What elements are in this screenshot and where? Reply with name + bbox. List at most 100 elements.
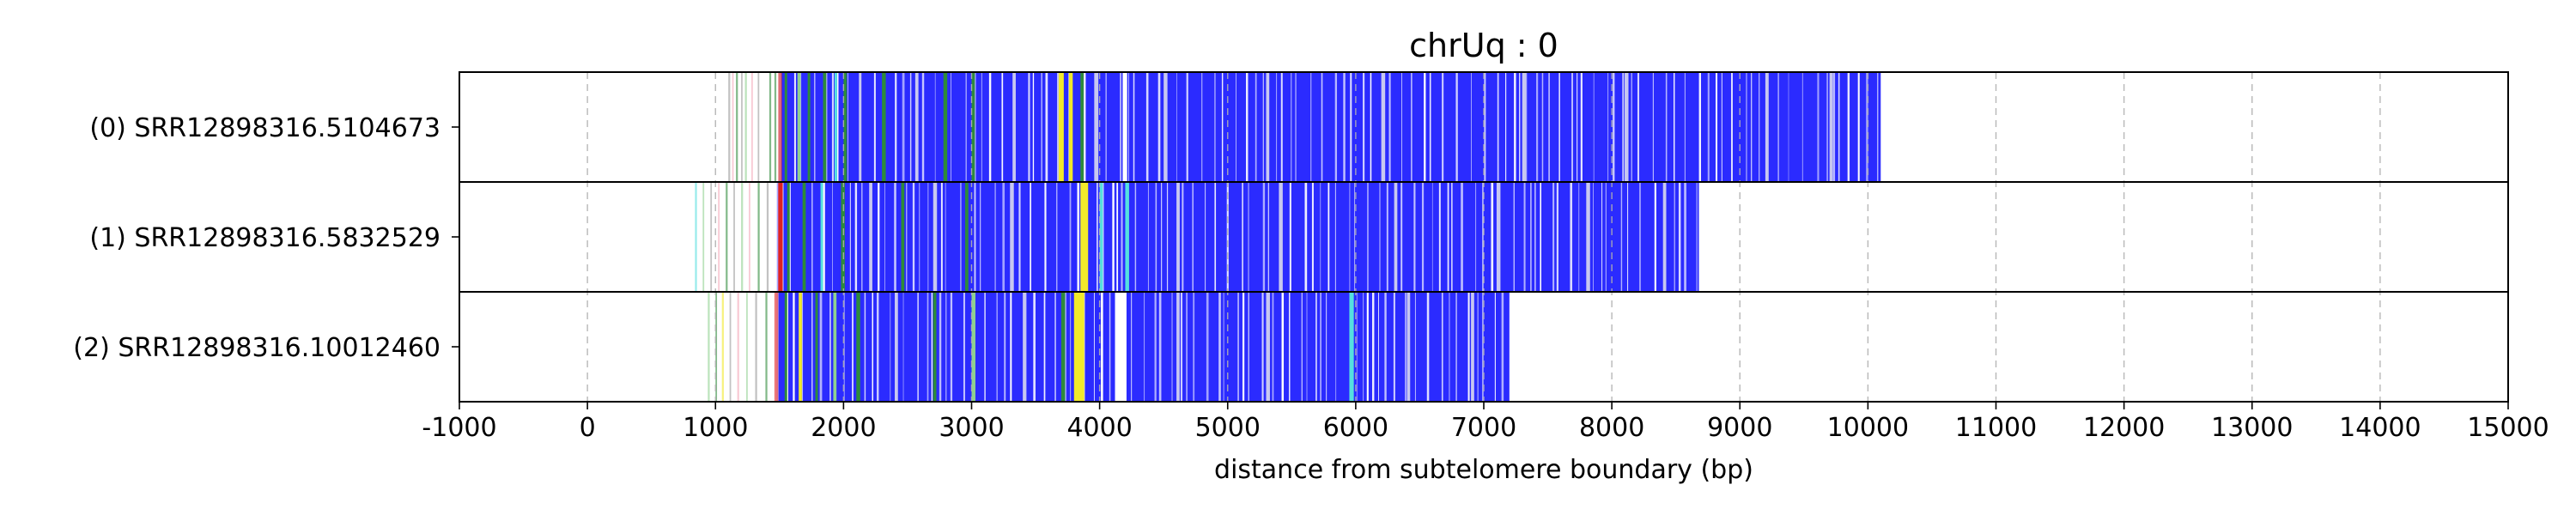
gap-stripe xyxy=(1674,182,1675,292)
gap-stripe xyxy=(1246,72,1249,182)
gap-stripe xyxy=(1627,182,1629,292)
gap-stripe xyxy=(1777,72,1779,182)
gap-stripe xyxy=(1155,182,1157,292)
gap-stripe xyxy=(1354,182,1356,292)
gap-stripe xyxy=(1605,182,1607,292)
gap-stripe xyxy=(996,292,998,402)
gap-stripe xyxy=(1413,182,1416,292)
gap-stripe xyxy=(811,292,813,402)
variant-segment xyxy=(751,72,753,182)
gap-stripe xyxy=(1366,292,1369,402)
variant-segment xyxy=(1471,292,1474,402)
variant-segment xyxy=(943,72,948,182)
telomere-repeat-block xyxy=(776,182,1699,292)
gap-stripe xyxy=(878,182,880,292)
variant-segment xyxy=(784,292,787,402)
gap-stripe xyxy=(1401,72,1402,182)
gap-stripe xyxy=(1637,72,1640,182)
gap-stripe xyxy=(912,182,915,292)
gap-stripe xyxy=(1356,292,1358,402)
gap-stripe xyxy=(1707,72,1710,182)
gap-stripe xyxy=(980,182,981,292)
gap-stripe xyxy=(1084,72,1086,182)
gap-stripe xyxy=(1801,72,1803,182)
gap-stripe xyxy=(974,72,976,182)
gap-stripe xyxy=(1847,72,1850,182)
gap-stripe xyxy=(1070,292,1072,402)
variant-segment xyxy=(965,182,969,292)
gap-stripe xyxy=(1558,72,1560,182)
gap-stripe xyxy=(934,72,936,182)
gap-stripe xyxy=(1221,72,1224,182)
gap-stripe xyxy=(902,292,904,402)
gap-stripe xyxy=(909,72,912,182)
gap-stripe xyxy=(1857,72,1860,182)
gap-stripe xyxy=(1501,292,1504,402)
gap-stripe xyxy=(832,182,833,292)
variant-segment xyxy=(933,292,937,402)
gap-stripe xyxy=(1481,292,1484,402)
gap-stripe xyxy=(1261,292,1264,402)
gap-stripe xyxy=(1320,292,1321,402)
gap-stripe xyxy=(1613,72,1615,182)
variant-segment xyxy=(1023,292,1026,402)
gap-stripe xyxy=(994,182,996,292)
gap-stripe xyxy=(829,292,831,402)
gap-stripe xyxy=(1121,182,1123,292)
gap-stripe xyxy=(1371,292,1375,402)
gap-stripe xyxy=(787,292,788,402)
gap-stripe xyxy=(1541,72,1544,182)
variant-segment xyxy=(774,292,779,402)
gap-stripe xyxy=(1237,292,1239,402)
gap-stripe xyxy=(1105,72,1107,182)
variant-segment xyxy=(815,292,818,402)
gap-stripe xyxy=(1386,182,1388,292)
gap-stripe xyxy=(1866,72,1868,182)
gap-stripe xyxy=(811,182,813,292)
variant-segment xyxy=(729,292,732,402)
variant-segment xyxy=(718,182,720,292)
gap-stripe xyxy=(1068,72,1070,182)
variant-segment xyxy=(1381,72,1386,182)
gap-stripe xyxy=(1001,72,1004,182)
gap-stripe xyxy=(1145,72,1149,182)
gap-stripe xyxy=(1639,182,1641,292)
variant-segment xyxy=(1122,72,1127,182)
gap-stripe xyxy=(1530,182,1532,292)
gap-stripe xyxy=(1665,72,1668,182)
gap-stripe xyxy=(1301,292,1303,402)
row-label: (0) SRR12898316.5104673 xyxy=(89,113,440,143)
gap-stripe xyxy=(1321,72,1323,182)
gap-stripe xyxy=(814,72,816,182)
variant-segment xyxy=(765,292,768,402)
gap-stripe xyxy=(1133,72,1135,182)
gap-stripe xyxy=(1276,72,1278,182)
variant-segment xyxy=(843,72,848,182)
gap-stripe xyxy=(1295,72,1297,182)
gap-stripe xyxy=(1134,182,1137,292)
gap-stripe xyxy=(1751,72,1753,182)
gap-stripe xyxy=(906,182,908,292)
gap-stripe xyxy=(1262,72,1264,182)
gap-stripe xyxy=(1030,182,1032,292)
gap-stripe xyxy=(1281,292,1285,402)
x-tick-label: 0 xyxy=(580,413,596,443)
gap-stripe xyxy=(1289,182,1291,292)
variant-segment xyxy=(797,72,801,182)
gap-stripe xyxy=(1540,182,1542,292)
gap-stripe xyxy=(1580,72,1583,182)
gap-stripe xyxy=(1696,182,1698,292)
variant-segment xyxy=(1522,72,1527,182)
gap-stripe xyxy=(1652,72,1654,182)
variant-segment xyxy=(749,182,750,292)
gap-stripe xyxy=(1144,292,1145,402)
plot-area xyxy=(459,71,2509,403)
gap-stripe xyxy=(1032,72,1035,182)
x-axis: -1000 0 1000 2000 3000 4000 5000 6000 7000 8000 90… xyxy=(422,402,2549,443)
variant-segment xyxy=(736,72,738,182)
gap-stripe xyxy=(1255,72,1257,182)
gap-stripe xyxy=(1424,72,1426,182)
gap-stripe xyxy=(965,72,967,182)
x-tick-label: -1000 xyxy=(422,413,496,443)
